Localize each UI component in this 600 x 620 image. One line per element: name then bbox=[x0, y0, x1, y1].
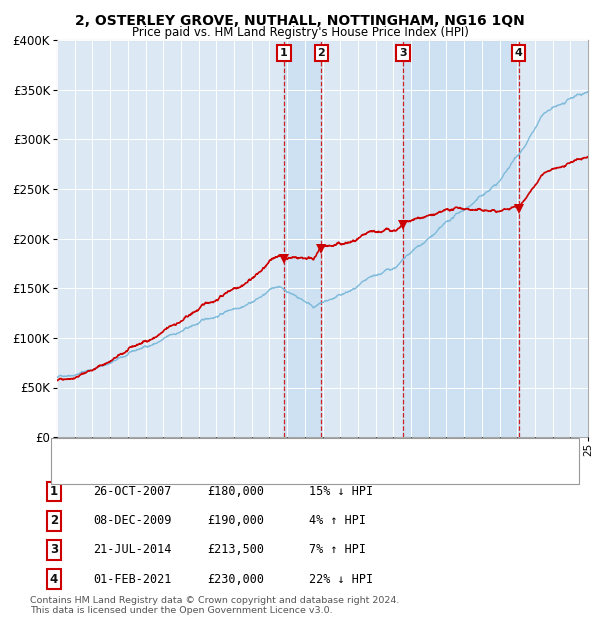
Text: Contains HM Land Registry data © Crown copyright and database right 2024.: Contains HM Land Registry data © Crown c… bbox=[30, 596, 400, 605]
Bar bbox=[403, 40, 518, 437]
Text: 15% ↓ HPI: 15% ↓ HPI bbox=[309, 485, 373, 498]
Text: HPI: Average price, detached house, Broxtowe: HPI: Average price, detached house, Brox… bbox=[91, 466, 333, 476]
Text: 4% ↑ HPI: 4% ↑ HPI bbox=[309, 515, 366, 527]
Bar bbox=[284, 40, 322, 437]
Text: £213,500: £213,500 bbox=[207, 544, 264, 556]
Text: 2, OSTERLEY GROVE, NUTHALL, NOTTINGHAM, NG16 1QN (detached house): 2, OSTERLEY GROVE, NUTHALL, NOTTINGHAM, … bbox=[91, 448, 487, 458]
Text: 3: 3 bbox=[399, 48, 407, 58]
Text: 08-DEC-2009: 08-DEC-2009 bbox=[93, 515, 172, 527]
Text: 1: 1 bbox=[280, 48, 288, 58]
Text: 21-JUL-2014: 21-JUL-2014 bbox=[93, 544, 172, 556]
Text: 2, OSTERLEY GROVE, NUTHALL, NOTTINGHAM, NG16 1QN: 2, OSTERLEY GROVE, NUTHALL, NOTTINGHAM, … bbox=[75, 14, 525, 28]
Text: 2: 2 bbox=[317, 48, 325, 58]
Text: £230,000: £230,000 bbox=[207, 573, 264, 585]
Text: This data is licensed under the Open Government Licence v3.0.: This data is licensed under the Open Gov… bbox=[30, 606, 332, 615]
Text: 1: 1 bbox=[50, 485, 58, 498]
Text: 4: 4 bbox=[50, 573, 58, 585]
Text: Price paid vs. HM Land Registry's House Price Index (HPI): Price paid vs. HM Land Registry's House … bbox=[131, 26, 469, 39]
Text: 7% ↑ HPI: 7% ↑ HPI bbox=[309, 544, 366, 556]
Text: £190,000: £190,000 bbox=[207, 515, 264, 527]
Text: 3: 3 bbox=[50, 544, 58, 556]
Text: £180,000: £180,000 bbox=[207, 485, 264, 498]
Text: 01-FEB-2021: 01-FEB-2021 bbox=[93, 573, 172, 585]
Text: 22% ↓ HPI: 22% ↓ HPI bbox=[309, 573, 373, 585]
Text: 4: 4 bbox=[515, 48, 523, 58]
Text: 2: 2 bbox=[50, 515, 58, 527]
Text: 26-OCT-2007: 26-OCT-2007 bbox=[93, 485, 172, 498]
